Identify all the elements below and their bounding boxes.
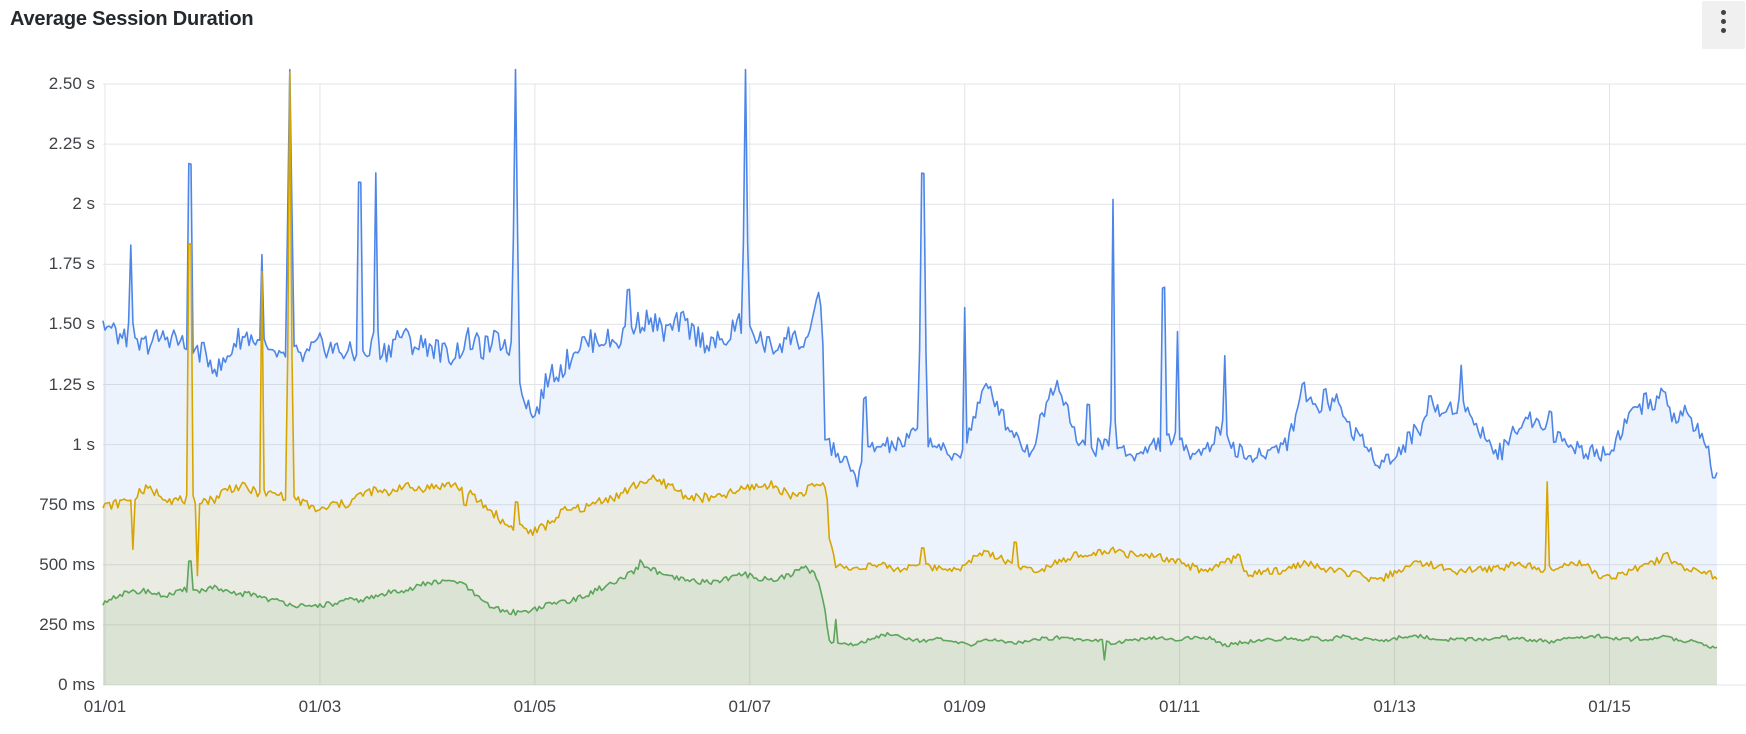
x-axis-tick-label: 01/15 — [1588, 697, 1631, 716]
x-axis-tick-label: 01/13 — [1373, 697, 1416, 716]
y-axis-tick-label: 1 s — [72, 434, 95, 454]
y-axis-tick-label: 2.50 s — [48, 74, 95, 93]
y-axis-tick-label: 2.25 s — [48, 134, 95, 154]
series-blue-line — [102, 68, 1718, 488]
kebab-vertical-icon — [1721, 10, 1726, 33]
y-axis-tick-label: 750 ms — [39, 494, 95, 514]
series-yellow-line — [102, 71, 1718, 583]
x-axis-tick-label: 01/03 — [298, 697, 342, 716]
x-axis-tick-label: 01/09 — [943, 697, 986, 716]
x-axis-tick-label: 01/01 — [83, 697, 127, 716]
series-green-fill — [102, 560, 1717, 685]
series-green-line — [102, 559, 1718, 661]
x-axis-tick-label: 01/11 — [1159, 697, 1201, 716]
y-axis-tick-label: 2 s — [72, 194, 95, 214]
y-axis-tick-label: 250 ms — [39, 614, 95, 634]
y-axis-tick-label: 1.25 s — [48, 374, 95, 394]
x-axis-tick-label: 01/07 — [728, 697, 772, 716]
series-blue-fill — [102, 69, 1717, 686]
x-axis-tick-label: 01/05 — [513, 697, 557, 716]
series-yellow-fill — [102, 72, 1717, 685]
panel-title[interactable]: Average Session Duration — [10, 8, 254, 30]
panel-header: Average Session Duration — [0, 0, 1746, 49]
y-axis-tick-label: 1.50 s — [48, 314, 95, 334]
panel-menu-button[interactable] — [1702, 1, 1745, 49]
y-axis-tick-label: 0 ms — [58, 675, 95, 694]
y-axis-tick-label: 500 ms — [39, 554, 95, 574]
y-axis-tick-label: 1.75 s — [48, 254, 95, 274]
